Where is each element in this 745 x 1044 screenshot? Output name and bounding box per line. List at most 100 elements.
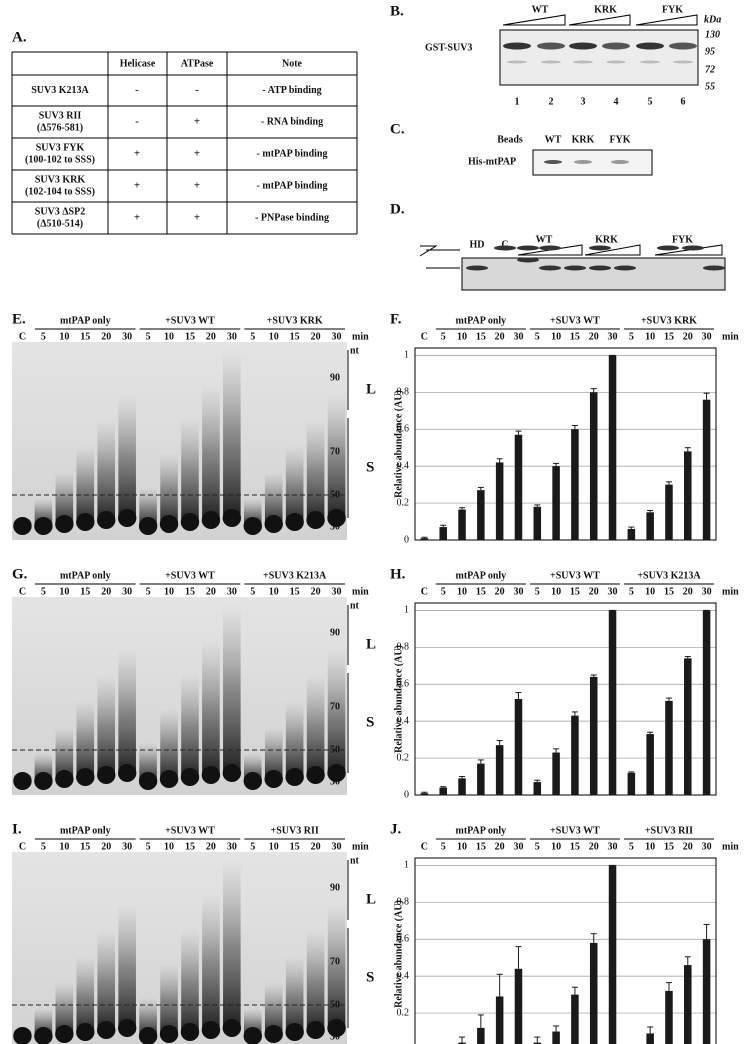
band bbox=[544, 160, 562, 164]
error-bar bbox=[496, 740, 503, 746]
label: A. bbox=[12, 29, 27, 45]
label: C bbox=[421, 841, 428, 852]
label: 50 bbox=[330, 489, 340, 500]
label: 10 bbox=[457, 841, 467, 852]
smear bbox=[139, 742, 157, 783]
blob bbox=[97, 1021, 116, 1039]
label: 10 bbox=[59, 331, 69, 342]
smear bbox=[160, 963, 178, 1036]
smear bbox=[327, 649, 346, 775]
smear bbox=[160, 453, 178, 526]
label: min bbox=[352, 586, 369, 597]
band bbox=[669, 42, 697, 50]
label: 2 bbox=[549, 96, 554, 107]
label: Beads bbox=[497, 134, 523, 145]
smear bbox=[264, 472, 283, 526]
blob bbox=[180, 513, 200, 531]
band bbox=[589, 245, 611, 251]
label: - RNA binding bbox=[261, 116, 323, 127]
label: 30 bbox=[330, 1031, 340, 1042]
label: 30 bbox=[702, 841, 712, 852]
bar bbox=[458, 778, 466, 795]
blob bbox=[327, 1019, 346, 1037]
label: H. bbox=[390, 566, 406, 582]
error-bar bbox=[647, 509, 654, 513]
label: 0.6 bbox=[397, 934, 410, 945]
label: 30 bbox=[608, 586, 618, 597]
label: 10 bbox=[551, 586, 561, 597]
band bbox=[682, 245, 704, 251]
label: S bbox=[366, 459, 374, 475]
label: 15 bbox=[290, 331, 300, 342]
error-bar bbox=[571, 986, 578, 995]
bar bbox=[439, 527, 447, 540]
band bbox=[539, 265, 561, 271]
bar bbox=[458, 1042, 466, 1044]
smear bbox=[264, 727, 283, 781]
label: kDa bbox=[704, 14, 721, 25]
label: 30 bbox=[330, 521, 340, 532]
bar bbox=[702, 939, 711, 1044]
label: C bbox=[421, 586, 428, 597]
smear bbox=[202, 639, 220, 777]
label: L bbox=[366, 636, 376, 652]
label: 20 bbox=[683, 841, 693, 852]
label: 5 bbox=[535, 841, 540, 852]
error-bar bbox=[703, 923, 710, 940]
label: 20 bbox=[495, 331, 505, 342]
blob bbox=[34, 1027, 53, 1044]
band bbox=[541, 60, 561, 64]
label: 15 bbox=[185, 331, 195, 342]
smear bbox=[118, 394, 136, 520]
smear bbox=[181, 418, 199, 524]
error-bar bbox=[459, 776, 466, 779]
error-bar bbox=[703, 392, 710, 400]
label: nt bbox=[350, 600, 360, 611]
label: 20 bbox=[589, 586, 599, 597]
bar bbox=[684, 451, 692, 540]
label: KRK bbox=[594, 4, 617, 15]
plot-frame bbox=[414, 857, 717, 1044]
label: 20 bbox=[311, 586, 321, 597]
band bbox=[573, 60, 593, 64]
bar bbox=[495, 996, 504, 1044]
error-bar bbox=[477, 1014, 484, 1028]
label: 90 bbox=[330, 882, 340, 893]
label: 10 bbox=[645, 331, 655, 342]
label: 5 bbox=[441, 841, 446, 852]
label: 10 bbox=[269, 586, 279, 597]
label: KRK bbox=[572, 134, 595, 145]
label: GST-SUV3 bbox=[425, 42, 472, 53]
bar bbox=[477, 763, 485, 795]
label: SUV3 KRK bbox=[35, 174, 86, 185]
smear bbox=[97, 420, 116, 522]
smear bbox=[160, 708, 178, 781]
bar bbox=[420, 793, 429, 795]
smear bbox=[55, 982, 74, 1036]
label: 10 bbox=[164, 841, 174, 852]
blob bbox=[138, 517, 158, 535]
bar bbox=[627, 528, 636, 540]
label: C. bbox=[390, 121, 405, 137]
label: +SUV3 WT bbox=[550, 570, 600, 581]
label: mtPAP only bbox=[456, 570, 507, 581]
bar bbox=[589, 392, 598, 540]
bar bbox=[552, 752, 560, 795]
label: 0 bbox=[404, 534, 409, 545]
label: 4 bbox=[614, 96, 619, 107]
bar bbox=[702, 610, 711, 795]
label: His-mtPAP bbox=[468, 156, 516, 167]
error-bar bbox=[553, 1025, 560, 1032]
label: 20 bbox=[101, 331, 111, 342]
label: WT bbox=[532, 4, 549, 15]
label: C bbox=[501, 239, 508, 250]
error-bar bbox=[571, 425, 578, 430]
smear bbox=[306, 420, 325, 522]
blob bbox=[222, 509, 242, 527]
blob bbox=[34, 772, 53, 790]
label: 10 bbox=[457, 586, 467, 597]
label: 15 bbox=[80, 331, 90, 342]
label: 1 bbox=[404, 860, 409, 871]
error-bar bbox=[553, 462, 560, 467]
